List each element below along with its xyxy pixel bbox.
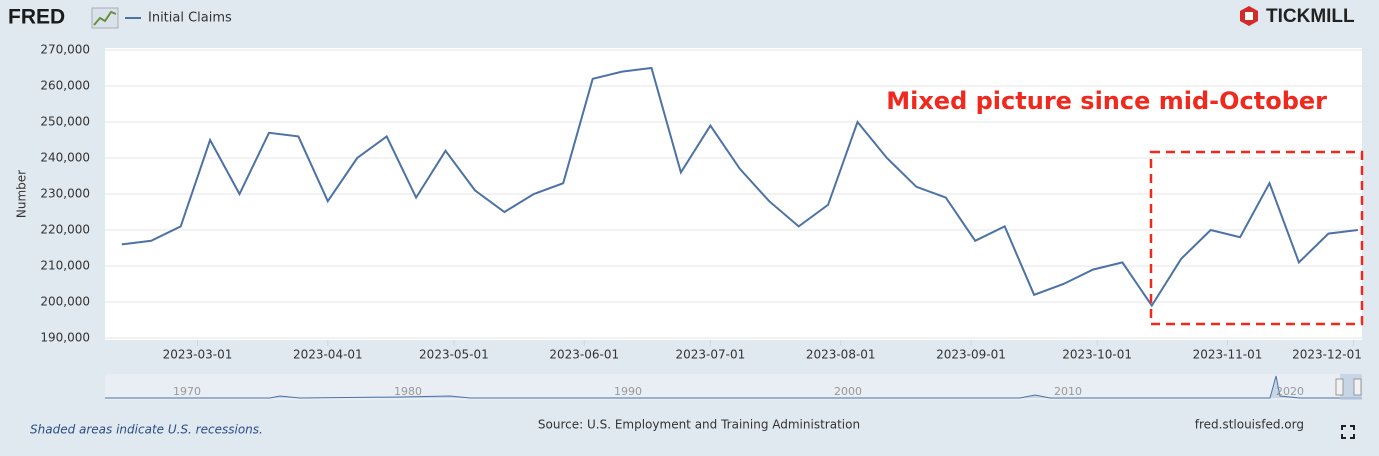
brand-icon-inner: [1245, 12, 1253, 20]
y-tick-label: 270,000: [40, 43, 90, 57]
y-tick-label: 200,000: [40, 295, 90, 309]
x-tick-label: 2023-07-01: [676, 348, 746, 362]
annotation: Mixed picture since mid-October: [886, 87, 1327, 115]
recession-note: Shaded areas indicate U.S. recessions.: [30, 423, 263, 437]
logo-icon: [91, 7, 119, 29]
navigator-series: [105, 375, 1362, 399]
navigator-label: 1980: [394, 385, 422, 398]
navigator-label: 1990: [614, 385, 642, 398]
y-tick-label: 260,000: [40, 79, 90, 93]
y-tick-label: 230,000: [40, 187, 90, 201]
y-axis-label: Number: [15, 170, 29, 218]
site: fred.stlouisfed.org: [1195, 418, 1304, 432]
legend-label: Initial Claims: [148, 11, 232, 26]
navigator-handle[interactable]: [1353, 378, 1362, 396]
x-tick-label: 2023-05-01: [419, 348, 489, 362]
x-tick-label: 2023-03-01: [163, 348, 233, 362]
y-tick-label: 210,000: [40, 259, 90, 273]
y-tick-label: 190,000: [40, 331, 90, 345]
y-tick-label: 240,000: [40, 151, 90, 165]
x-tick-label: 2023-09-01: [936, 348, 1006, 362]
navigator-label: 2000: [834, 385, 862, 398]
navigator: [105, 374, 1362, 400]
series-line: [121, 66, 1358, 308]
navigator-handle[interactable]: [1335, 378, 1344, 396]
source: Source: U.S. Employment and Training Adm…: [538, 418, 860, 432]
fullscreen-button[interactable]: [1341, 425, 1355, 439]
navigator-label: 1970: [173, 385, 201, 398]
navigator-label: 2010: [1054, 385, 1082, 398]
highlight-box: [1149, 150, 1364, 326]
x-tick-label: 2023-08-01: [806, 348, 876, 362]
x-tick-label: 2023-04-01: [293, 348, 363, 362]
x-tick-label: 2023-12-01: [1292, 348, 1362, 362]
x-tick-label: 2023-10-01: [1062, 348, 1132, 362]
navigator-label: 2020: [1276, 385, 1304, 398]
logo: FRED: [8, 6, 65, 29]
y-tick-label: 220,000: [40, 223, 90, 237]
x-tick-label: 2023-06-01: [549, 348, 619, 362]
logo-icon-line: [93, 10, 117, 26]
x-tick-label: 2023-11-01: [1193, 348, 1263, 362]
brand: TICKMILL: [1266, 6, 1355, 27]
y-tick-label: 250,000: [40, 115, 90, 129]
